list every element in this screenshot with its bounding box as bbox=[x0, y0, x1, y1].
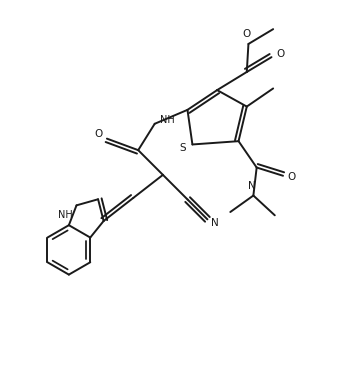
Text: O: O bbox=[243, 29, 251, 39]
Text: O: O bbox=[94, 129, 103, 139]
Text: N: N bbox=[211, 217, 219, 228]
Text: O: O bbox=[277, 49, 285, 59]
Text: NH: NH bbox=[57, 209, 73, 220]
Text: S: S bbox=[179, 144, 186, 153]
Text: NH: NH bbox=[160, 115, 174, 125]
Text: N: N bbox=[248, 181, 255, 191]
Text: O: O bbox=[287, 173, 295, 183]
